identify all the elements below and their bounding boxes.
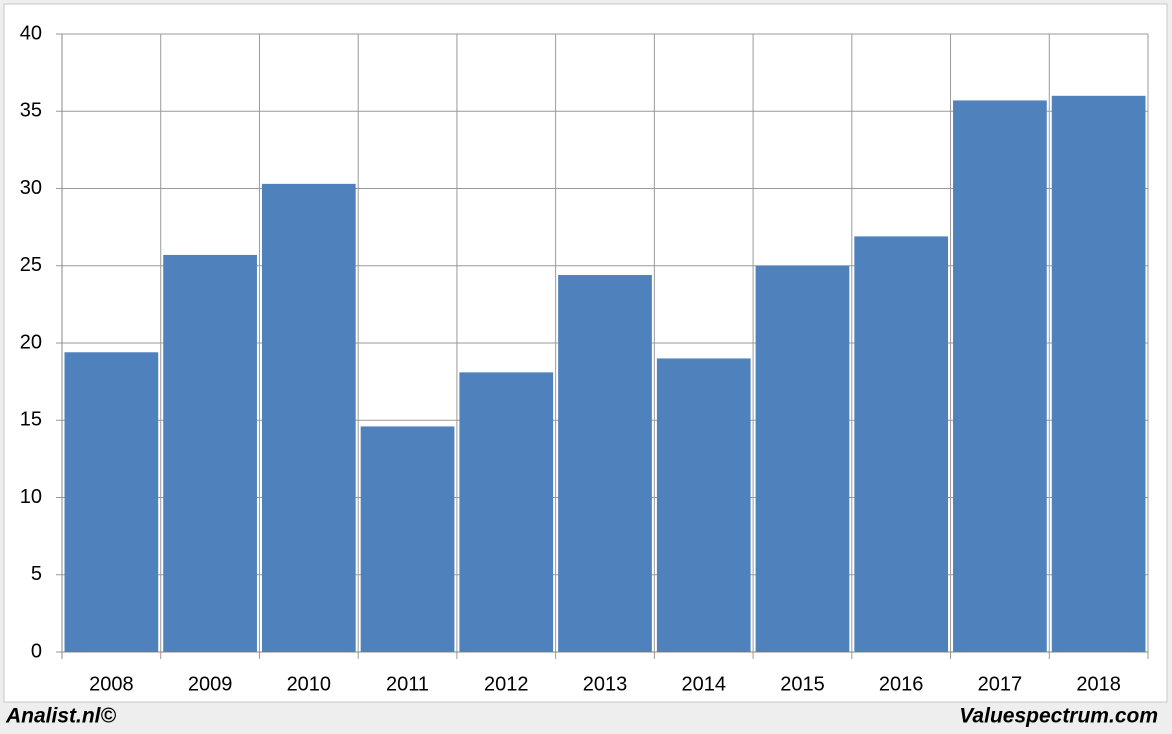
bar (163, 254, 257, 652)
x-tick-label: 2014 (681, 673, 726, 695)
x-tick-label: 2011 (386, 673, 429, 695)
bar (459, 372, 554, 652)
bar (360, 426, 455, 652)
x-tick-label: 2012 (484, 673, 529, 695)
footer-left: Analist.nl© (5, 705, 117, 728)
y-tick-label: 25 (20, 254, 42, 276)
y-tick-label: 0 (31, 640, 42, 662)
x-tick-label: 2010 (287, 673, 332, 695)
bar (953, 100, 1047, 652)
x-tick-label: 2009 (188, 673, 233, 695)
x-tick-label: 2013 (583, 673, 628, 695)
x-tick-label: 2018 (1076, 673, 1121, 695)
bar (558, 275, 652, 652)
y-tick-label: 10 (20, 486, 42, 508)
footer-right: Valuespectrum.com (959, 705, 1158, 728)
y-tick-label: 20 (20, 331, 42, 353)
bar (261, 183, 356, 653)
y-tick-label: 5 (31, 563, 42, 585)
bar (854, 236, 949, 652)
bar (656, 358, 751, 652)
x-tick-label: 2016 (879, 673, 924, 695)
bar (1051, 95, 1146, 653)
bar (64, 352, 159, 652)
y-tick-label: 15 (20, 409, 42, 431)
x-tick-label: 2008 (89, 673, 134, 695)
x-tick-label: 2015 (780, 673, 825, 695)
x-tick-label: 2017 (978, 673, 1023, 695)
bar (755, 265, 850, 652)
y-tick-label: 30 (20, 177, 42, 199)
y-tick-label: 40 (20, 22, 42, 44)
y-tick-label: 35 (20, 100, 42, 122)
